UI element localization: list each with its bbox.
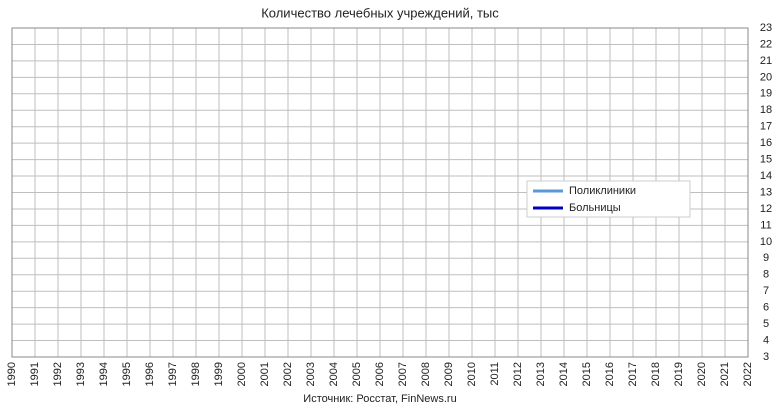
x-tick-label: 2011 (489, 362, 501, 386)
x-tick-label: 2010 (466, 362, 478, 386)
y-tick-label: 5 (763, 318, 769, 330)
x-tick-label: 2001 (259, 362, 271, 386)
x-tick-label: 1999 (213, 362, 225, 386)
x-tick-label: 1993 (75, 362, 87, 386)
x-tick-label: 2018 (650, 362, 662, 386)
chart-title: Количество лечебных учреждений, тыс (261, 5, 499, 20)
y-tick-label: 18 (760, 104, 772, 116)
y-tick-label: 16 (760, 137, 772, 149)
x-tick-label: 2020 (696, 362, 708, 386)
x-tick-label: 2017 (627, 362, 639, 386)
x-tick-label: 2014 (558, 362, 570, 386)
y-tick-label: 23 (760, 22, 772, 34)
x-tick-label: 2004 (328, 362, 340, 386)
x-tick-label: 1995 (121, 362, 133, 386)
y-tick-label: 11 (760, 219, 771, 231)
x-tick-label: 2003 (305, 362, 317, 386)
x-tick-label: 2000 (236, 362, 248, 386)
y-tick-label: 12 (760, 203, 772, 215)
y-tick-label: 22 (760, 38, 772, 50)
x-tick-label: 2013 (535, 362, 547, 386)
x-tick-label: 2012 (512, 362, 524, 386)
x-tick-label: 2015 (581, 362, 593, 386)
legend-label: Больницы (569, 202, 621, 214)
x-tick-label: 1991 (29, 362, 41, 386)
legend-box (526, 180, 691, 218)
plot-border (11, 27, 749, 358)
y-tick-label: 20 (760, 71, 772, 83)
x-tick-label: 2005 (351, 362, 363, 386)
x-tick-label: 2008 (420, 362, 432, 386)
y-tick-label: 19 (760, 88, 772, 100)
x-tick-label: 1996 (144, 362, 156, 386)
x-tick-label: 2007 (397, 362, 409, 386)
y-tick-label: 13 (760, 186, 772, 198)
x-tick-label: 2016 (604, 362, 616, 386)
x-tick-label: 1992 (52, 362, 64, 386)
y-tick-label: 10 (760, 236, 772, 248)
y-tick-label: 4 (763, 334, 769, 346)
x-tick-label: 2021 (719, 362, 731, 386)
x-tick-label: 2019 (673, 362, 685, 386)
y-tick-label: 6 (763, 302, 769, 314)
y-tick-label: 8 (763, 269, 769, 281)
x-tick-label: 2006 (374, 362, 386, 386)
y-tick-label: 7 (763, 285, 769, 297)
x-tick-label: 2022 (742, 362, 754, 386)
y-tick-label: 17 (760, 121, 772, 133)
x-tick-label: 2009 (443, 362, 455, 386)
y-tick-label: 9 (763, 252, 769, 264)
x-tick-label: 1998 (190, 362, 202, 386)
legend-label: Поликлиники (569, 185, 636, 197)
source: Источник: Росстат, FinNews.ru (303, 393, 456, 405)
x-tick-label: 2002 (282, 362, 294, 386)
y-tick-label: 15 (760, 154, 772, 166)
y-tick-label: 14 (760, 170, 772, 182)
x-tick-label: 1990 (6, 362, 18, 386)
y-tick-label: 3 (763, 351, 769, 363)
x-tick-label: 1997 (167, 362, 179, 386)
x-tick-label: 1994 (98, 362, 110, 386)
y-tick-label: 21 (760, 55, 772, 67)
